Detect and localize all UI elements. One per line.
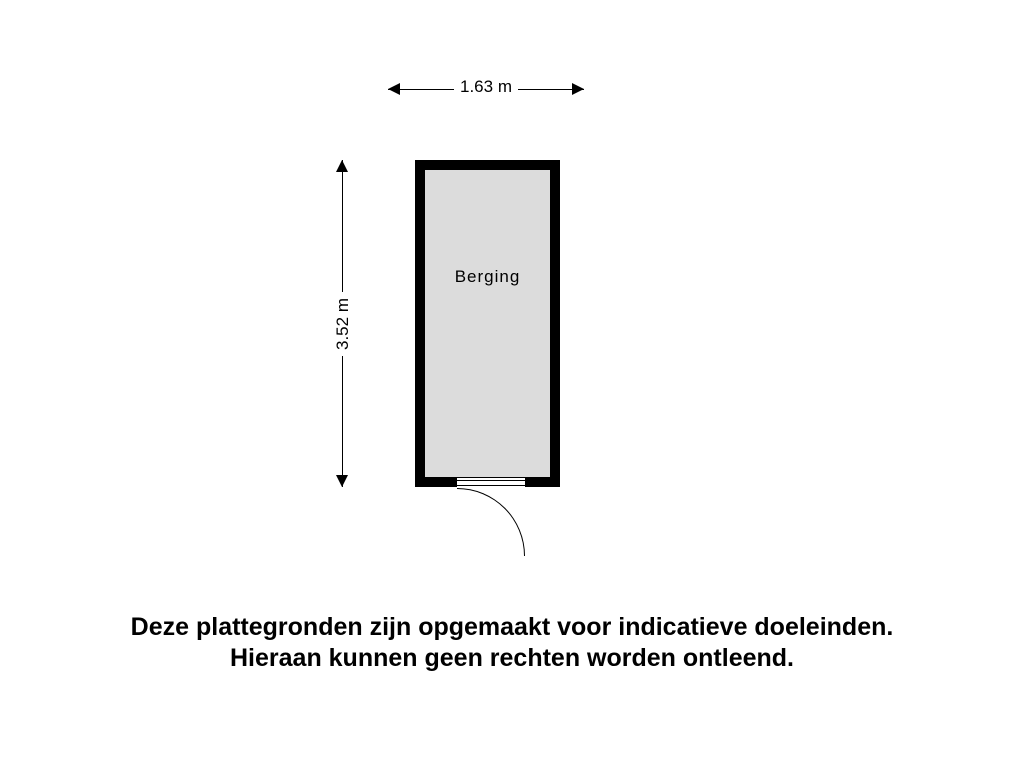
arrow-up-icon xyxy=(336,160,348,172)
arrow-down-icon xyxy=(336,475,348,487)
disclaimer-text: Deze plattegronden zijn opgemaakt voor i… xyxy=(0,612,1024,675)
disclaimer-line2: Hieraan kunnen geen rechten worden ontle… xyxy=(230,644,794,672)
door-threshold xyxy=(457,478,525,488)
arrow-right-icon xyxy=(572,83,584,95)
arrow-left-icon xyxy=(388,83,400,95)
dimension-width-label: 1.63 m xyxy=(454,77,518,97)
door-swing-arc xyxy=(457,488,525,556)
dimension-height-label: 3.52 m xyxy=(333,292,353,356)
dimension-width: 1.63 m xyxy=(388,80,584,100)
room-label: Berging xyxy=(455,267,521,287)
disclaimer-line1: Deze plattegronden zijn opgemaakt voor i… xyxy=(131,613,894,641)
dimension-height: 3.52 m xyxy=(333,160,353,487)
room-berging: Berging xyxy=(415,160,560,487)
floorplan-canvas: Berging 1.63 m 3.52 m Deze plattegronden… xyxy=(0,0,1024,768)
